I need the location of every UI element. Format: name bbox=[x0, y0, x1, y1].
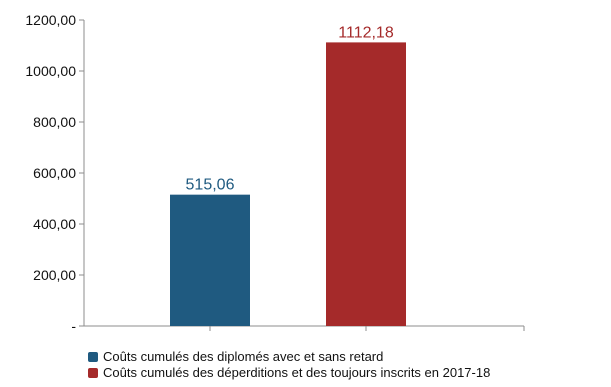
bar-chart: -200,00400,00600,00800,001000,001200,00 … bbox=[25, 12, 525, 334]
chart-bars bbox=[170, 42, 406, 326]
y-tick-label-2: 400,00 bbox=[33, 216, 76, 232]
legend-swatch-dropouts bbox=[88, 368, 98, 378]
legend-item-dropouts: Coûts cumulés des déperditions et des to… bbox=[88, 365, 490, 381]
bar-value-label-1: 1112,18 bbox=[338, 24, 394, 41]
chart-data-labels: 515,06 1112,18 bbox=[186, 24, 394, 193]
legend-item-graduates: Coûts cumulés des diplomés avec et sans … bbox=[88, 349, 490, 365]
y-tick-label-1: 200,00 bbox=[33, 267, 76, 283]
y-tick-label-3: 600,00 bbox=[33, 165, 76, 181]
y-tick-label-5: 1000,00 bbox=[25, 63, 76, 79]
bar-value-label-0: 515,06 bbox=[186, 177, 235, 194]
legend-swatch-graduates bbox=[88, 352, 98, 362]
y-tick-label-6: 1200,00 bbox=[25, 12, 76, 28]
bar-1 bbox=[326, 42, 406, 326]
y-tick-label-4: 800,00 bbox=[33, 114, 76, 130]
y-tick-label-0: - bbox=[71, 318, 76, 334]
chart-legend: Coûts cumulés des diplomés avec et sans … bbox=[88, 349, 490, 381]
legend-label-dropouts: Coûts cumulés des déperditions et des to… bbox=[103, 365, 491, 380]
chart-axes: - 200,00 400,00 600,00 800,00 1000,00 1200,00 bbox=[25, 12, 525, 334]
legend-label-graduates: Coûts cumulés des diplomés avec et sans … bbox=[103, 349, 384, 364]
bar-0 bbox=[170, 194, 250, 326]
